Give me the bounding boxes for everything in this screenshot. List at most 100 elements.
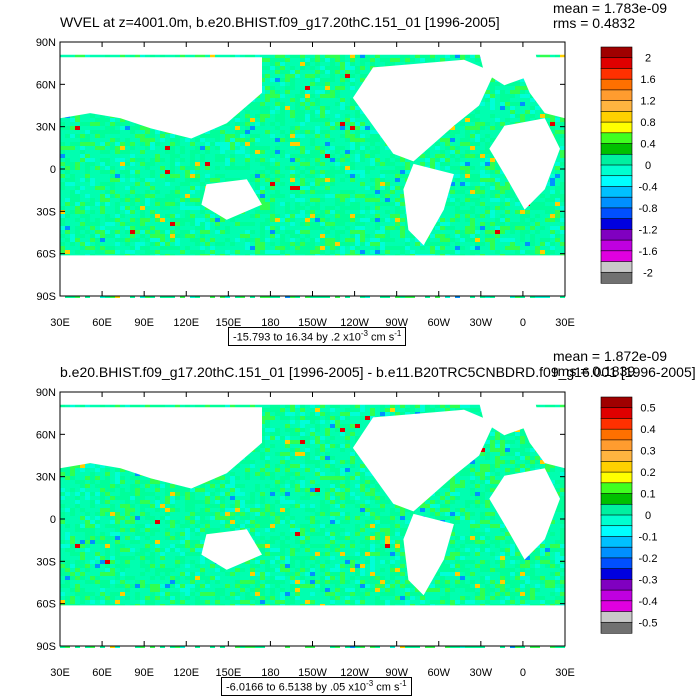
top-panel: WVEL at z=4001.0m, b.e20.BHIST.f09_g17.2… xyxy=(36,0,668,346)
lat-tick-label: 90N xyxy=(36,37,56,49)
mean-text: mean = 1.872e-09 xyxy=(553,348,668,364)
velocity-field xyxy=(60,42,565,298)
colorbar-label: -2 xyxy=(643,267,653,279)
colorbar-swatch xyxy=(600,89,633,102)
colorbar-label: -0.2 xyxy=(639,553,658,565)
lon-tick-label: 90W xyxy=(385,667,408,679)
lon-tick-label: 90E xyxy=(134,667,154,679)
colorbar-swatch xyxy=(600,589,633,602)
colorbar-swatch xyxy=(600,175,633,188)
lat-tick-label: 60S xyxy=(36,249,56,261)
colorbar-swatch xyxy=(600,261,633,273)
colorbar-label: 0.3 xyxy=(640,446,655,458)
colorbar-swatch xyxy=(600,111,633,123)
lon-tick-label: 120E xyxy=(173,317,199,329)
rms-text: rms = 0.1839 xyxy=(553,363,636,379)
range-unit-exponent: -1 xyxy=(399,679,407,688)
colorbar-swatch xyxy=(600,271,633,284)
panel-title: WVEL at z=4001.0m, b.e20.BHIST.f09_g17.2… xyxy=(60,14,500,30)
colorbar-swatch xyxy=(600,471,633,484)
colorbar-swatch xyxy=(600,132,633,145)
contour-range-box: -15.793 to 16.34 by .2 x10-3 cm s-1 xyxy=(228,327,407,346)
colorbar-swatch xyxy=(600,78,633,91)
lat-tick-label: 30N xyxy=(36,472,56,484)
colorbar-swatch xyxy=(600,407,633,420)
colorbar-swatch xyxy=(600,579,633,591)
mean-text: mean = 1.783e-09 xyxy=(553,0,668,16)
colorbar-swatch xyxy=(600,143,633,155)
colorbar-swatch xyxy=(600,229,633,241)
colorbar-swatch xyxy=(600,482,633,495)
colorbar-label: 0.2 xyxy=(640,467,655,479)
colorbar-swatch xyxy=(600,450,633,462)
lat-tick-label: 60S xyxy=(36,599,56,611)
colorbar-label: -1.2 xyxy=(639,224,658,236)
colorbar-label: -0.1 xyxy=(639,531,658,543)
colorbar-swatch xyxy=(600,57,633,70)
lon-tick-label: 0 xyxy=(520,667,526,679)
colorbar-swatch xyxy=(600,100,633,112)
colorbar-label: 2 xyxy=(645,53,651,65)
colorbar-swatch xyxy=(600,121,633,134)
colorbar-label: -1.6 xyxy=(639,246,658,258)
colorbar-swatch xyxy=(600,396,633,409)
colorbar-swatch xyxy=(600,428,633,441)
colorbar-label: -0.5 xyxy=(639,617,658,629)
range-exponent: -3 xyxy=(366,679,374,688)
lat-tick-label: 30S xyxy=(36,556,56,568)
colorbar-swatch xyxy=(600,164,633,177)
map-plot: 2 1.6 1.2 0.8 0.4 0 -0.4 -0.8 -1.2 -1.6 -2 90N 60N 30… xyxy=(36,37,658,329)
lon-tick-label: 60W xyxy=(427,667,450,679)
lat-tick-label: 90S xyxy=(36,641,56,653)
colorbar-label: 0.8 xyxy=(640,117,655,129)
colorbar-swatch xyxy=(600,621,633,634)
lon-tick-label: 150W xyxy=(298,317,327,329)
colorbar-label: 1.2 xyxy=(640,96,655,108)
lat-tick-label: 60N xyxy=(36,429,56,441)
lon-tick-label: 120W xyxy=(340,667,369,679)
colorbar-label: -0.8 xyxy=(639,203,658,215)
lon-tick-label: 60W xyxy=(427,317,450,329)
lat-tick-label: 60N xyxy=(36,79,56,91)
contour-range-box: -6.0166 to 6.5138 by .05 x10-3 cm s-1 xyxy=(221,677,412,696)
lon-tick-label: 60E xyxy=(92,317,112,329)
lon-tick-label: 30W xyxy=(470,667,493,679)
colorbar-swatch xyxy=(600,239,633,252)
lon-tick-label: 0 xyxy=(520,317,526,329)
colorbar-swatch xyxy=(600,186,633,198)
colorbar-swatch xyxy=(600,68,633,80)
colorbar-swatch xyxy=(600,46,633,59)
colorbar-swatch xyxy=(600,557,633,570)
colorbar-swatch xyxy=(600,600,633,613)
lon-tick-label: 120E xyxy=(173,667,199,679)
lon-tick-label: 150W xyxy=(298,667,327,679)
colorbar-label: 0.4 xyxy=(640,139,655,151)
lon-tick-label: 30W xyxy=(470,317,493,329)
range-text: -6.0166 to 6.5138 by .05 x10 xyxy=(226,681,367,694)
colorbar-label: 0 xyxy=(645,160,651,172)
colorbar-swatch xyxy=(600,218,633,230)
lon-tick-label: 180 xyxy=(261,667,279,679)
velocity-field xyxy=(60,392,565,648)
map-plot: 0.5 0.4 0.3 0.2 0.1 0 -0.1 -0.2 -0.3 -0.4 -0.5 90N 6… xyxy=(36,387,658,679)
lat-tick-label: 90N xyxy=(36,387,56,399)
colorbar-swatch xyxy=(600,250,633,263)
lat-tick-label: 0 xyxy=(50,514,56,526)
lat-tick-label: 30S xyxy=(36,206,56,218)
colorbar-label: 0 xyxy=(645,510,651,522)
colorbar-swatch xyxy=(600,503,633,516)
colorbar-swatch xyxy=(600,514,633,527)
colorbar-label: 0.5 xyxy=(640,403,655,415)
colorbar-swatch xyxy=(600,568,633,580)
colorbar-swatch xyxy=(600,611,633,623)
lon-tick-label: 150E xyxy=(215,667,241,679)
colorbar-label: -0.4 xyxy=(639,596,658,608)
colorbar-swatch xyxy=(600,493,633,505)
colorbar-swatch xyxy=(600,546,633,559)
colorbar-label: 1.6 xyxy=(640,74,655,86)
colorbar-label: 0.1 xyxy=(640,489,655,501)
colorbar-label: -0.3 xyxy=(639,574,658,586)
lat-tick-label: 30N xyxy=(36,122,56,134)
colorbar-swatch xyxy=(600,461,633,473)
colorbar-swatch xyxy=(600,525,633,538)
